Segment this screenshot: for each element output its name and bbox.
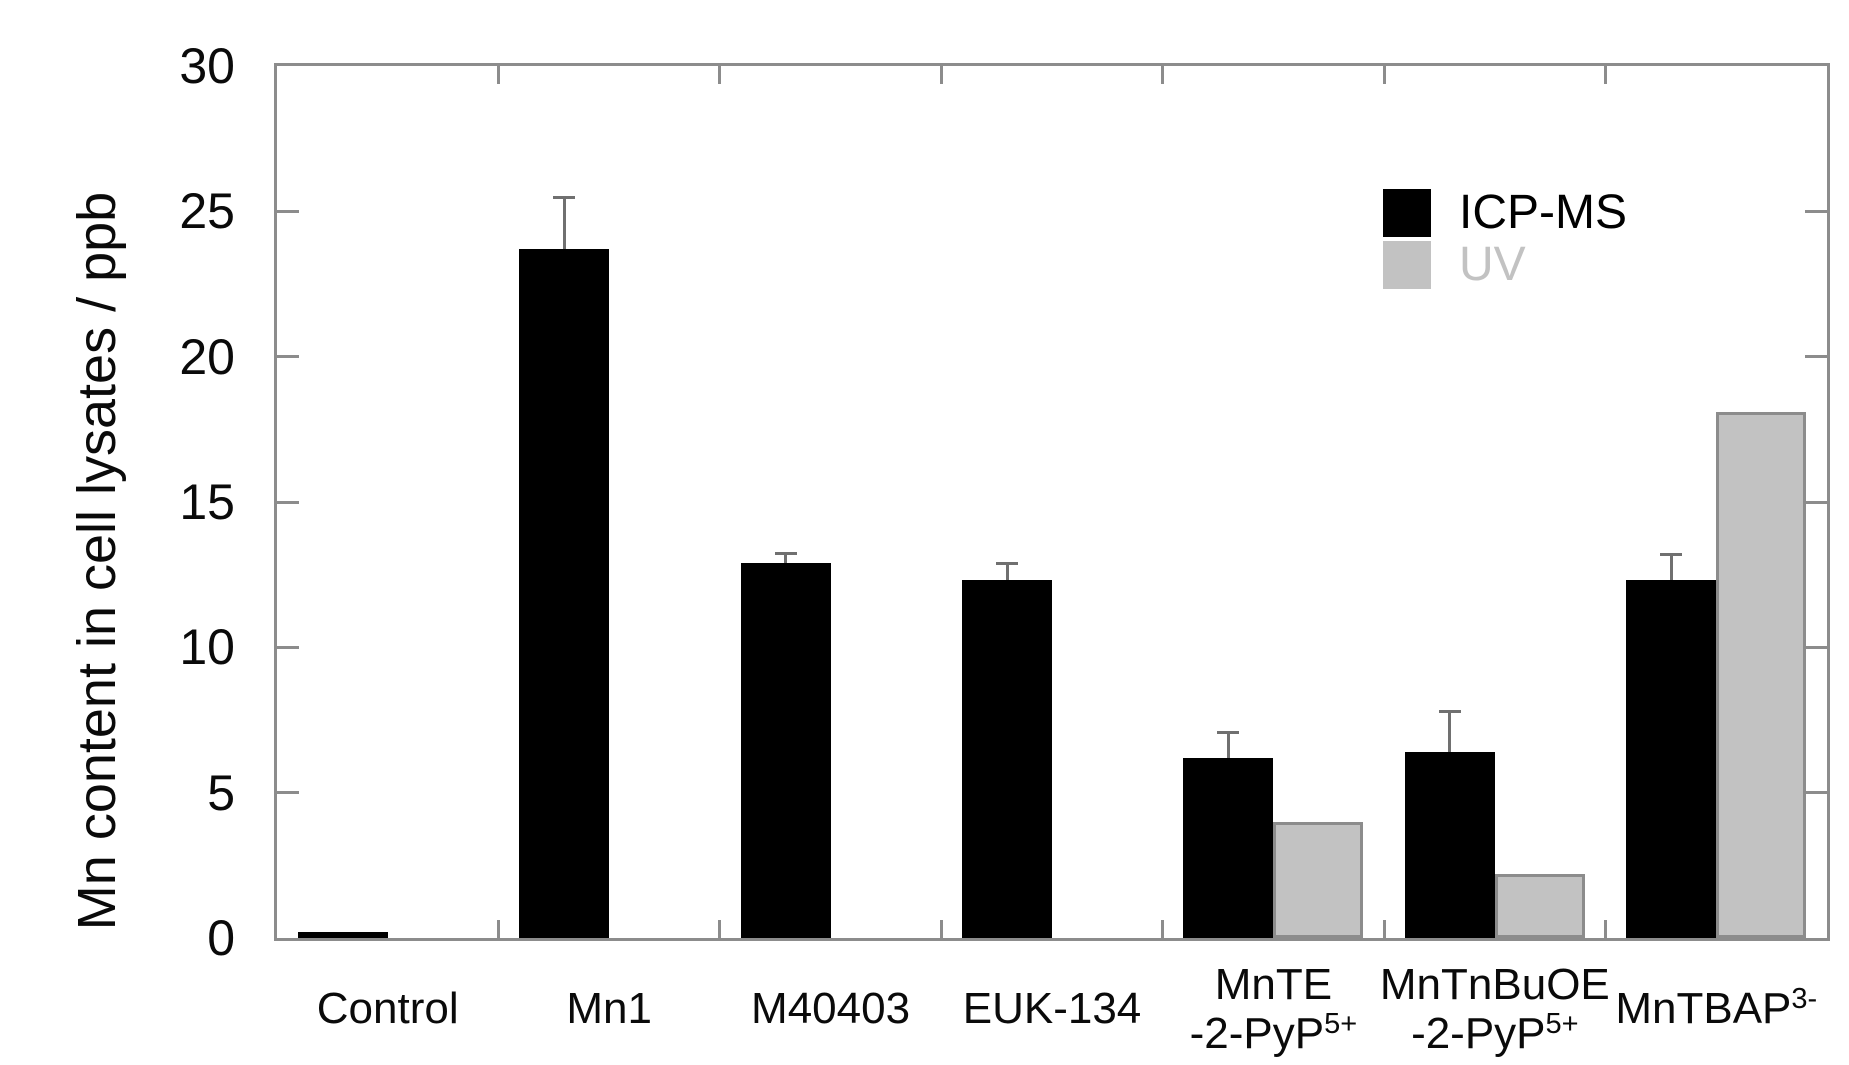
bar-icp-ms-m40403 <box>740 563 831 938</box>
bar-uv-mnte-2-pyp5 <box>1273 821 1364 938</box>
y-tick-right <box>1805 355 1827 359</box>
x-tick-top <box>1382 66 1386 84</box>
y-tick-right <box>1805 500 1827 504</box>
legend-label-icpms: ICP-MS <box>1459 186 1627 239</box>
y-tick-left <box>277 209 299 213</box>
x-category-label-mn1: Mn1 <box>566 984 652 1033</box>
plot-area <box>274 63 1830 941</box>
x-tick-bottom <box>939 920 943 938</box>
x-tick-top <box>939 66 943 84</box>
error-bar-mn1 <box>562 196 566 250</box>
legend-swatch-uv-icon <box>1383 241 1431 289</box>
y-tick-left <box>277 355 299 359</box>
error-bar-m40403 <box>784 552 788 564</box>
error-bar-mnte-2-pyp5 <box>1226 731 1230 758</box>
error-bar-cap-m40403 <box>774 551 797 555</box>
error-bar-cap-mnte-2-pyp5 <box>1217 730 1240 734</box>
x-tick-top <box>1161 66 1165 84</box>
legend-item-icpms: ICP-MS <box>1383 187 1627 239</box>
bar-icp-ms-mntnbuoe-2-pyp5 <box>1404 751 1495 938</box>
bar-icp-ms-mntbap3 <box>1626 580 1717 938</box>
x-category-label-m40403: M40403 <box>751 984 911 1033</box>
y-tick-left <box>277 645 299 649</box>
x-tick-top <box>1604 66 1608 84</box>
legend-item-uv: UV <box>1383 239 1627 291</box>
bar-icp-ms-mnte-2-pyp5 <box>1183 757 1274 938</box>
error-bar-cap-mn1 <box>553 195 576 199</box>
error-bar-cap-mntbap3 <box>1660 553 1683 557</box>
legend: ICP-MS UV <box>1383 187 1627 291</box>
x-tick-bottom <box>1604 920 1608 938</box>
x-tick-top <box>718 66 722 84</box>
legend-swatch-icpms-icon <box>1383 189 1431 237</box>
y-tick-right <box>1805 209 1827 213</box>
bar-icp-ms-control <box>297 932 388 938</box>
y-axis-title: Mn content in cell lysates / ppb <box>67 191 127 931</box>
y-tick-label-30: 30 <box>179 38 235 94</box>
error-bar-cap-euk-134 <box>996 562 1018 566</box>
y-tick-right <box>1805 645 1827 649</box>
x-tick-bottom <box>1161 920 1165 938</box>
bar-icp-ms-mn1 <box>519 249 610 938</box>
error-bar-euk-134 <box>1005 563 1009 581</box>
x-category-label-mnte-2-pyp5: MnTE -2-PyP5+ <box>1189 960 1358 1058</box>
x-category-label-euk-134: EUK-134 <box>962 984 1142 1033</box>
x-category-label-mntnbuoe-2-pyp5: MnTnBuOE -2-PyP5+ <box>1379 960 1610 1058</box>
x-tick-bottom <box>496 920 500 938</box>
legend-label-uv: UV <box>1459 238 1526 291</box>
y-tick-label-25: 25 <box>179 183 235 240</box>
error-bar-mntbap3 <box>1669 554 1673 581</box>
bar-uv-mntbap3 <box>1716 411 1807 938</box>
y-tick-label-15: 15 <box>179 474 235 530</box>
error-bar-cap-mntnbuoe-2-pyp5 <box>1438 710 1461 714</box>
x-tick-bottom <box>1382 920 1386 938</box>
x-category-label-control: Control <box>316 984 459 1033</box>
y-tick-left <box>277 500 299 504</box>
y-tick-right <box>1805 791 1827 795</box>
y-tick-label-0: 0 <box>207 910 235 966</box>
bar-icp-ms-euk-134 <box>962 580 1052 938</box>
x-tick-top <box>496 66 500 84</box>
error-bar-mntnbuoe-2-pyp5 <box>1448 711 1452 752</box>
y-tick-left <box>277 791 299 795</box>
x-category-label-mntbap3: MnTBAP3- <box>1615 983 1818 1033</box>
y-tick-label-5: 5 <box>207 764 235 821</box>
bar-uv-mntnbuoe-2-pyp5 <box>1494 874 1585 938</box>
y-tick-label-20: 20 <box>179 328 235 385</box>
y-tick-label-10: 10 <box>179 619 235 676</box>
x-tick-bottom <box>718 920 722 938</box>
